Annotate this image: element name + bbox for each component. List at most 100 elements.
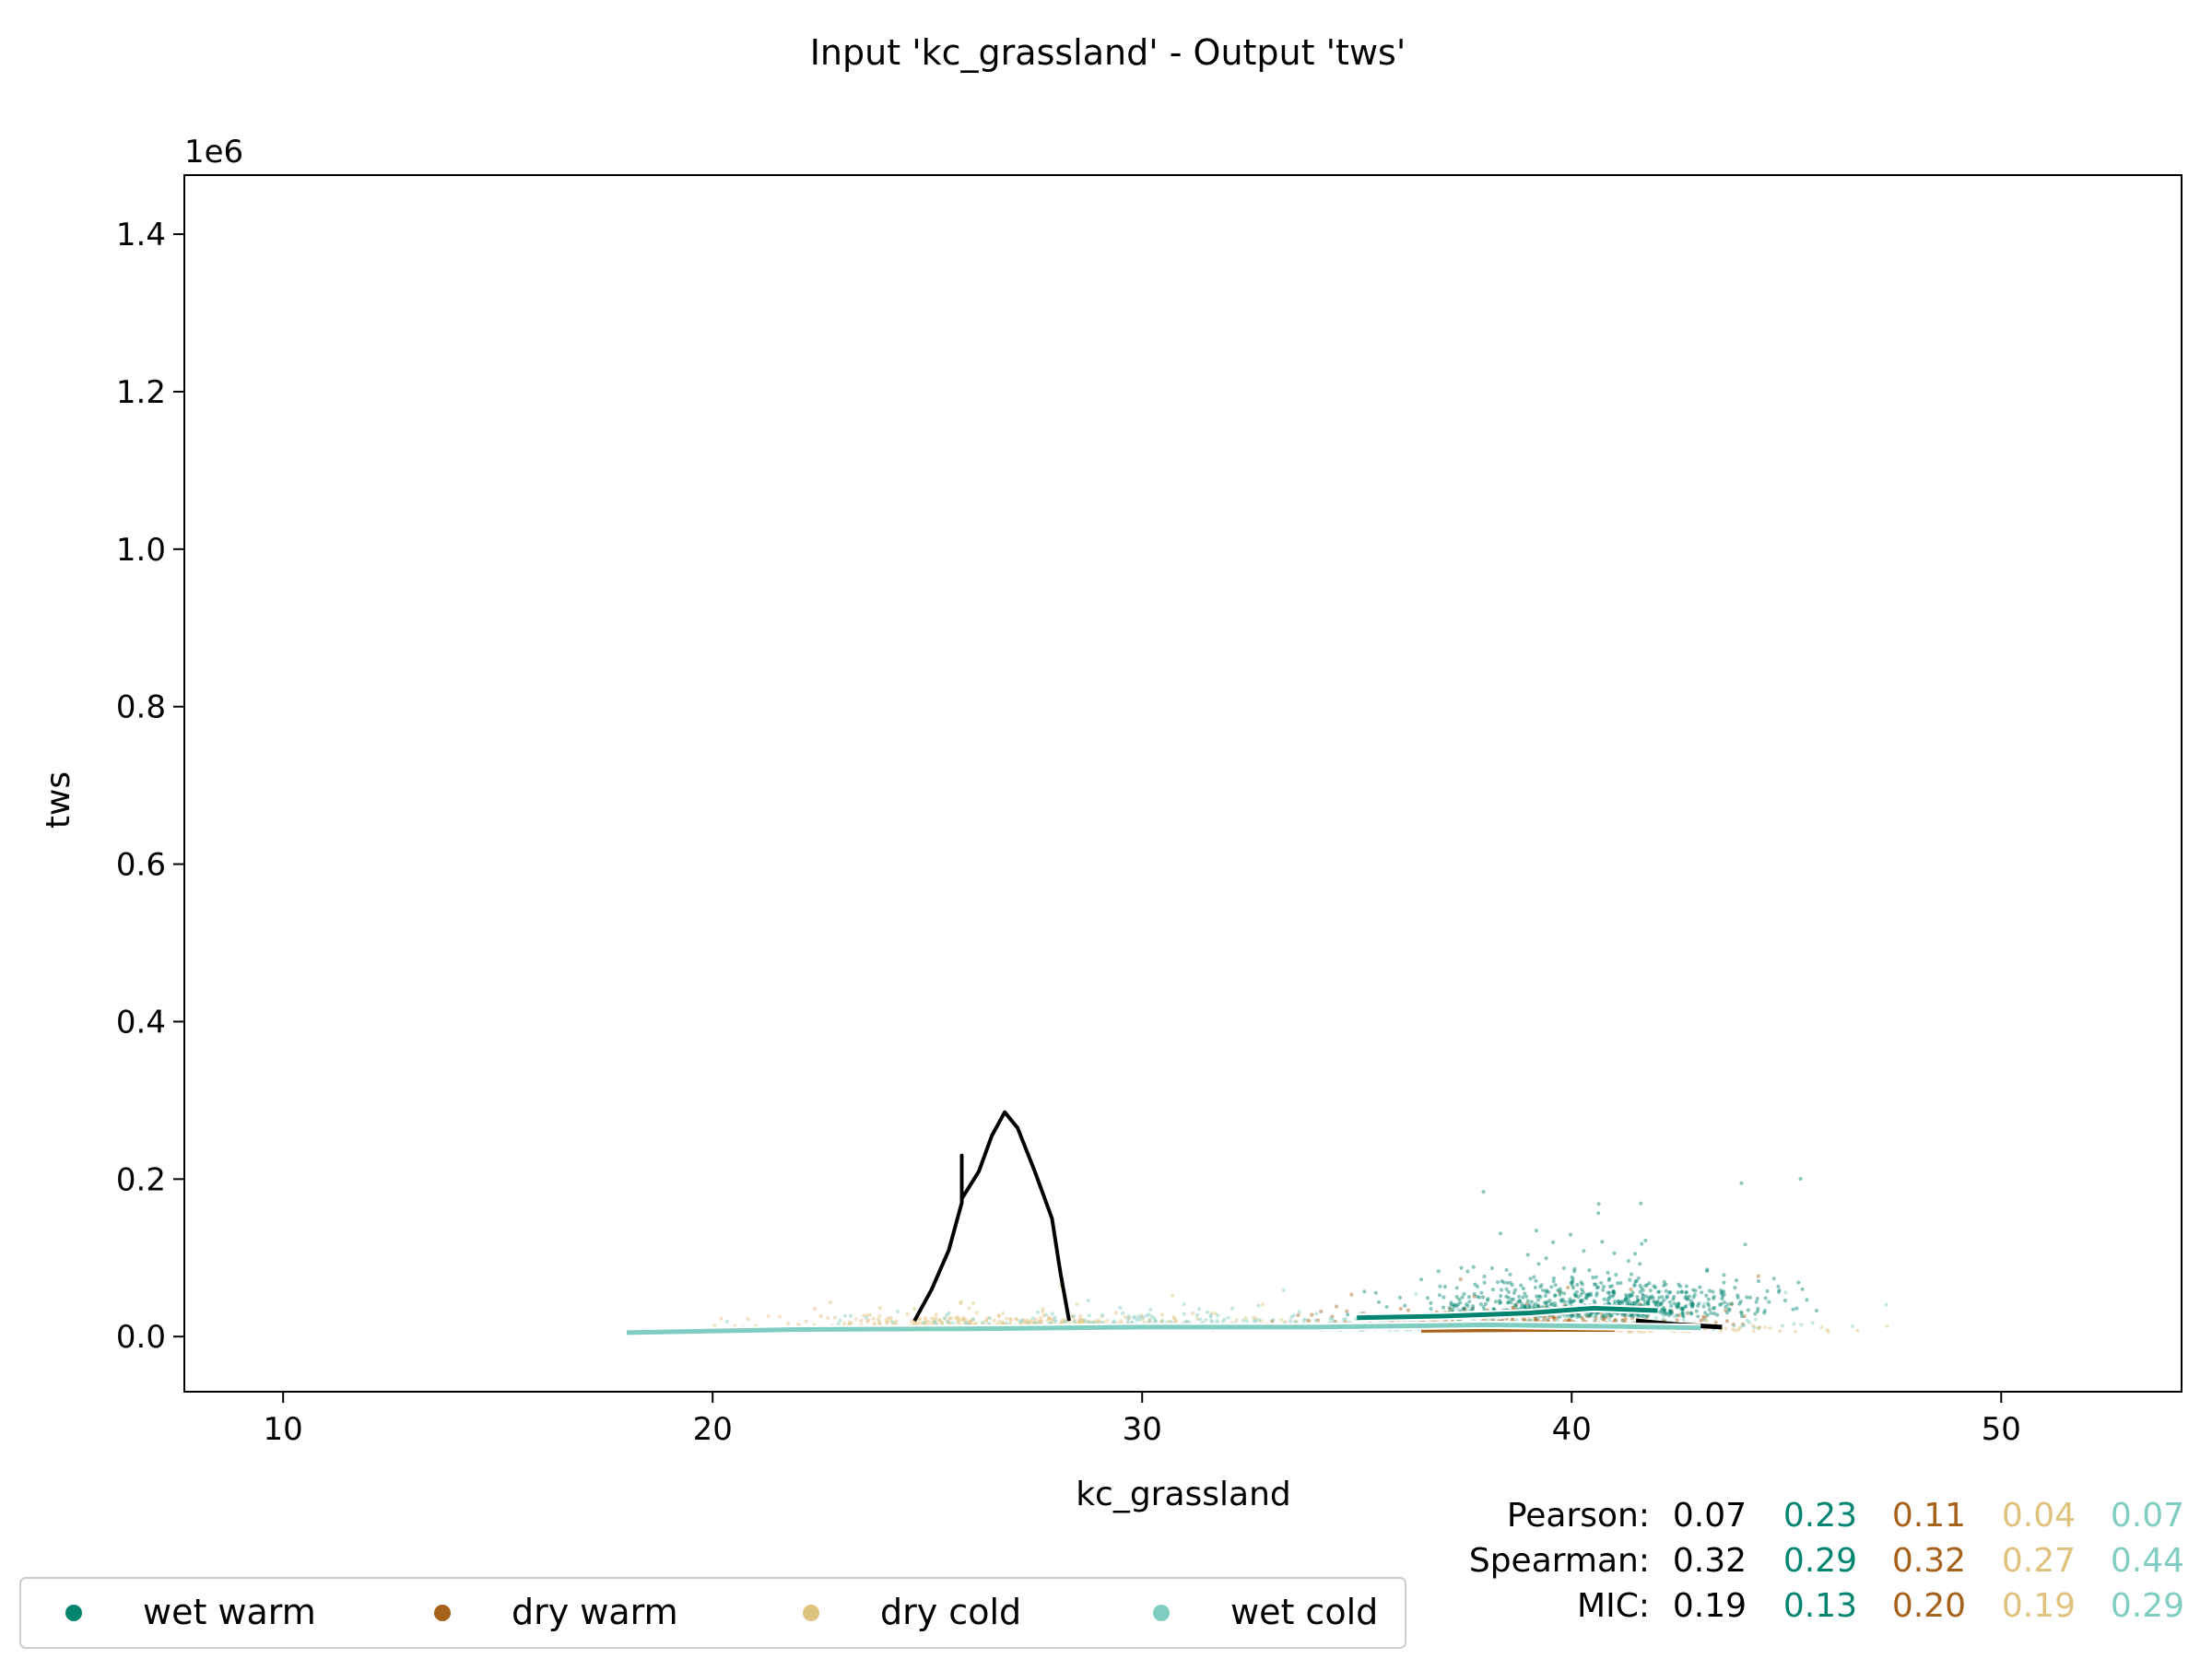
scatter-point bbox=[1571, 1280, 1575, 1285]
scatter-point bbox=[1578, 1299, 1583, 1303]
scatter-point bbox=[1643, 1314, 1648, 1319]
scatter-point bbox=[885, 1319, 889, 1324]
scatter-point bbox=[1647, 1295, 1652, 1300]
scatter-point bbox=[942, 1316, 947, 1321]
scatter-point bbox=[1664, 1288, 1668, 1293]
scatter-point bbox=[826, 1315, 830, 1320]
scatter-point bbox=[1511, 1317, 1515, 1322]
scatter-point bbox=[1623, 1317, 1628, 1322]
scatter-point bbox=[1313, 1318, 1318, 1323]
scatter-point bbox=[1579, 1299, 1583, 1303]
scatter-point bbox=[1594, 1286, 1600, 1290]
scatter-point bbox=[1191, 1311, 1195, 1315]
scatter-point bbox=[981, 1320, 985, 1324]
scatter-point bbox=[1462, 1291, 1466, 1297]
scatter-point bbox=[1584, 1293, 1589, 1298]
scatter-point bbox=[1623, 1312, 1628, 1317]
scatter-point bbox=[1691, 1288, 1696, 1292]
scatter-point bbox=[1451, 1302, 1455, 1307]
scatter-point bbox=[1475, 1294, 1479, 1299]
scatter-point bbox=[1600, 1314, 1605, 1319]
scatter-point bbox=[1315, 1318, 1321, 1323]
scatter-point bbox=[1648, 1288, 1653, 1293]
scatter-point bbox=[926, 1320, 932, 1324]
scatter-point bbox=[884, 1317, 888, 1323]
scatter-point bbox=[1588, 1291, 1593, 1296]
scatter-point bbox=[1584, 1314, 1589, 1319]
scatter-point bbox=[1133, 1314, 1137, 1319]
scatter-point bbox=[1638, 1302, 1642, 1307]
scatter-point bbox=[933, 1316, 938, 1321]
scatter-point bbox=[1651, 1296, 1655, 1300]
scatter-point bbox=[933, 1318, 937, 1323]
scatter-point bbox=[1510, 1283, 1514, 1288]
scatter-point bbox=[1724, 1308, 1728, 1312]
scatter-point bbox=[1153, 1319, 1159, 1324]
y-axis-label: tws bbox=[40, 771, 77, 829]
scatter-point bbox=[936, 1318, 941, 1323]
scatter-point bbox=[1688, 1302, 1693, 1307]
x-axis: 10 20 30 40 50 bbox=[264, 1392, 2021, 1448]
scatter-point bbox=[1753, 1312, 1758, 1316]
scatter-point bbox=[1194, 1312, 1200, 1317]
trend-line bbox=[626, 1322, 1701, 1335]
scatter-point bbox=[1572, 1266, 1577, 1271]
scatter-point bbox=[1063, 1318, 1067, 1323]
scatter-point bbox=[1679, 1289, 1684, 1294]
scatter-point bbox=[1462, 1307, 1466, 1312]
scatter-point bbox=[1737, 1325, 1742, 1330]
scatter-point bbox=[945, 1312, 949, 1317]
scatter-point bbox=[1534, 1229, 1538, 1233]
scatter-point bbox=[1756, 1279, 1761, 1284]
scatter-point bbox=[1667, 1313, 1672, 1318]
chart-title: Input 'kc_grassland' - Output 'tws' bbox=[810, 32, 1406, 73]
scatter-point bbox=[1517, 1294, 1522, 1299]
stat-value: 0.04 bbox=[2002, 1497, 2076, 1535]
scatter-point bbox=[1720, 1289, 1724, 1295]
scatter-point bbox=[1041, 1307, 1045, 1312]
scatter-point bbox=[1750, 1324, 1755, 1328]
scatter-point bbox=[1705, 1267, 1710, 1272]
scatter-point bbox=[1147, 1318, 1152, 1324]
y-tick-label: 0.0 bbox=[116, 1319, 166, 1356]
scatter-point bbox=[1592, 1299, 1596, 1303]
scatter-point bbox=[1524, 1301, 1529, 1306]
scatter-point bbox=[1620, 1319, 1625, 1324]
scatter-point bbox=[1727, 1308, 1732, 1312]
scatter-point bbox=[724, 1319, 729, 1324]
scatter-point bbox=[865, 1312, 869, 1318]
scatter-point bbox=[1571, 1277, 1575, 1281]
scatter-point bbox=[1742, 1314, 1747, 1319]
scatter-point bbox=[1616, 1300, 1621, 1304]
scatter-point bbox=[1095, 1319, 1100, 1324]
scatter-point bbox=[1448, 1307, 1453, 1312]
scatter-point bbox=[1620, 1300, 1625, 1305]
scatter-point bbox=[1447, 1306, 1452, 1311]
scatter-point bbox=[918, 1321, 923, 1325]
scatter-point bbox=[804, 1319, 808, 1324]
scatter-point bbox=[1606, 1270, 1610, 1275]
scatter-point bbox=[1482, 1274, 1487, 1279]
scatter-point bbox=[877, 1313, 882, 1318]
scatter-point bbox=[1520, 1301, 1524, 1306]
scatter-point bbox=[1256, 1318, 1261, 1323]
scatter-point bbox=[1740, 1324, 1745, 1328]
scatter-point bbox=[1026, 1318, 1030, 1324]
scatter-point bbox=[1610, 1294, 1615, 1299]
scatter-point bbox=[1778, 1329, 1783, 1334]
stat-value: 0.13 bbox=[1783, 1587, 1857, 1625]
scatter-point bbox=[1607, 1316, 1612, 1322]
scatter-point bbox=[1729, 1301, 1734, 1307]
scatter-point bbox=[1693, 1288, 1698, 1293]
scatter-point bbox=[1151, 1316, 1156, 1321]
scatter-point bbox=[1635, 1295, 1640, 1300]
scatter-point bbox=[838, 1318, 842, 1323]
scatter-point bbox=[841, 1321, 847, 1325]
scatter-point bbox=[1763, 1296, 1768, 1300]
scatter-point bbox=[1461, 1307, 1465, 1312]
scatter-point bbox=[1628, 1292, 1632, 1297]
scatter-point bbox=[1301, 1318, 1307, 1323]
scatter-point bbox=[1580, 1315, 1584, 1320]
scatter-point bbox=[1478, 1302, 1483, 1307]
scatter-point bbox=[1783, 1298, 1788, 1303]
